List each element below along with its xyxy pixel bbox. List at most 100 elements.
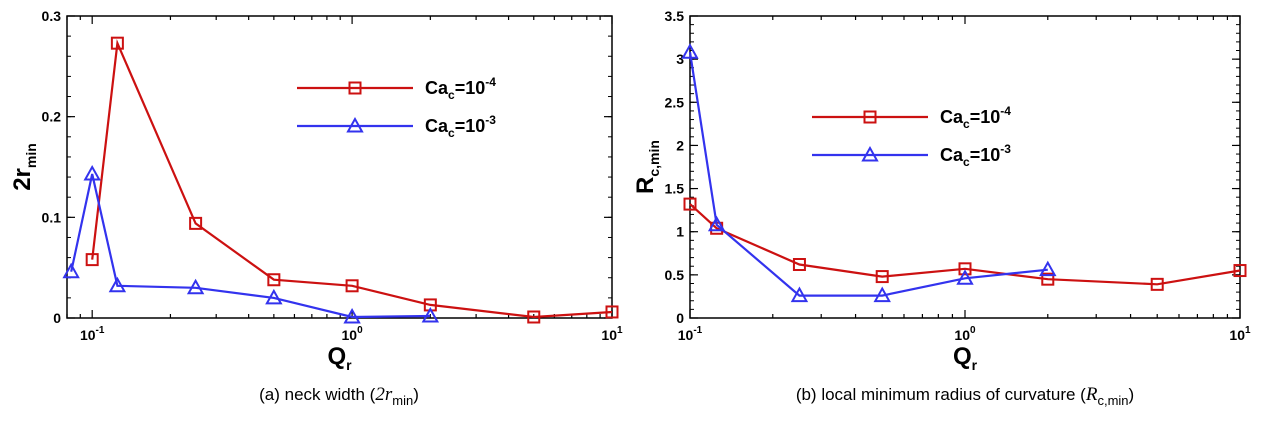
y-axis-label-main: 2r [9,168,36,191]
legend-label-exponent: -3 [1000,142,1011,156]
x-tick-base: 10 [678,327,694,343]
caption-symbol-sub: min [392,393,413,408]
x-tick-exponent: 0 [970,325,976,336]
data-point-ca-1e-4 [189,216,203,230]
caption-text-end: ) [1129,385,1135,404]
x-axis-label-sub: r [346,357,352,373]
data-point-ca-1e-4 [875,270,889,284]
legend-label-base: Ca [425,78,449,98]
x-tick-label: 101 [1229,325,1251,343]
legend-label-base: Ca [940,145,964,165]
series-line-ca-1e-4 [689,203,1241,286]
x-tick-base: 10 [342,327,358,343]
legend-label: Cac=10-4 [425,75,496,102]
legend-label-mid: =10 [970,107,1001,127]
legend-label-sub: c [963,155,970,169]
legend-marker [861,145,879,162]
legend-label-sub: c [963,117,970,131]
data-point-ca-1e-4 [958,262,972,276]
y-tick-label: 2.5 [665,94,685,110]
series-line-ca-1e-4 [91,39,613,319]
series-line-ca-1e-3 [688,52,1048,297]
x-tick-exponent: -1 [96,325,105,336]
series-line-ca-1e-3 [70,173,431,319]
data-point-ca-1e-4 [110,36,124,50]
data-point-ca-1e-3 [681,43,699,59]
data-point-ca-1e-4 [1041,272,1055,286]
y-axis-label: 2rmin [9,143,39,191]
x-axis-label-main: Q [327,343,346,370]
x-axis-label: Qr [953,343,978,373]
x-tick-base: 10 [954,327,970,343]
x-tick-base: 10 [1229,327,1245,343]
caption-symbol-sub: c,min [1097,393,1128,408]
x-axis-label: Qr [327,343,352,373]
data-point-ca-1e-3 [956,269,974,285]
legend-marker [346,116,364,133]
legend-label: Cac=10-4 [940,104,1011,131]
data-point-ca-1e-3 [343,307,361,324]
data-point-ca-1e-3 [707,215,726,232]
x-tick-base: 10 [601,327,617,343]
x-tick-exponent: 1 [1245,325,1251,336]
data-point-ca-1e-4 [683,197,697,211]
x-tick-label: 10-1 [80,325,105,343]
legend-label-exponent: -4 [485,75,496,89]
y-tick-label: 0 [53,310,61,326]
data-point-ca-1e-3 [62,262,80,279]
y-axis-label-sub: min [23,143,39,168]
legend-marker [348,81,362,95]
legend-label: Cac=10-3 [940,142,1011,169]
y-axis-label-main: R [632,177,659,194]
x-tick-label: 100 [954,325,976,343]
data-point-ca-1e-4 [1233,264,1247,278]
panel-caption: (b) local minimum radius of curvature (R… [796,384,1134,408]
caption-symbol: 2r [375,384,393,405]
y-axis-label: Rc,min [632,140,662,194]
legend-label-exponent: -4 [1000,104,1011,118]
legend-marker [863,110,877,124]
y-tick-label: 2 [676,137,684,153]
x-tick-base: 10 [80,327,96,343]
y-tick-label: 0.3 [42,8,62,24]
legend-label-mid: =10 [970,145,1001,165]
data-point-ca-1e-3 [421,306,440,323]
data-point-ca-1e-3 [790,286,809,303]
y-tick-label: 3 [676,51,684,67]
x-axis-label-sub: r [972,357,978,373]
y-tick-label: 1.5 [665,181,685,197]
legend-label-mid: =10 [455,78,486,98]
data-point-ca-1e-4 [267,273,281,287]
data-point-ca-1e-3 [265,288,283,305]
data-point-ca-1e-3 [108,276,127,293]
legend-label-sub: c [448,126,455,140]
x-tick-exponent: 1 [617,325,623,336]
plot-frame [66,15,613,319]
panel-b-radius-of-curvature: 00.511.522.533.510-1 100 101QrRc,minCac=10… [632,8,1251,408]
panel-caption: (a) neck width (2rmin) [259,384,419,408]
data-point-ca-1e-4 [527,310,541,324]
data-point-ca-1e-4 [345,279,359,293]
y-tick-label: 3.5 [665,8,685,24]
y-tick-label: 0.2 [42,109,62,125]
panel-a-neck-width: 00.10.20.310-1 100 101Qr2rminCac=10-4Cac=1… [9,8,623,408]
y-tick-label: 1 [676,224,684,240]
legend-label-sub: c [448,88,455,102]
y-axis-label-sub: c,min [646,140,662,177]
data-point-ca-1e-3 [186,278,205,295]
legend-label-base: Ca [940,107,964,127]
y-tick-label: 0.5 [665,267,685,283]
data-point-ca-1e-4 [1150,277,1164,291]
y-tick-label: 0 [676,310,684,326]
legend-label-mid: =10 [455,116,486,136]
legend-label: Cac=10-3 [425,113,496,140]
data-point-ca-1e-4 [85,253,99,267]
x-tick-exponent: 0 [357,325,363,336]
data-point-ca-1e-3 [873,286,891,303]
data-point-ca-1e-3 [83,165,101,181]
y-tick-label: 0.1 [42,209,62,225]
x-tick-label: 100 [342,325,364,343]
caption-symbol: R [1085,384,1098,405]
data-point-ca-1e-3 [1039,260,1057,277]
